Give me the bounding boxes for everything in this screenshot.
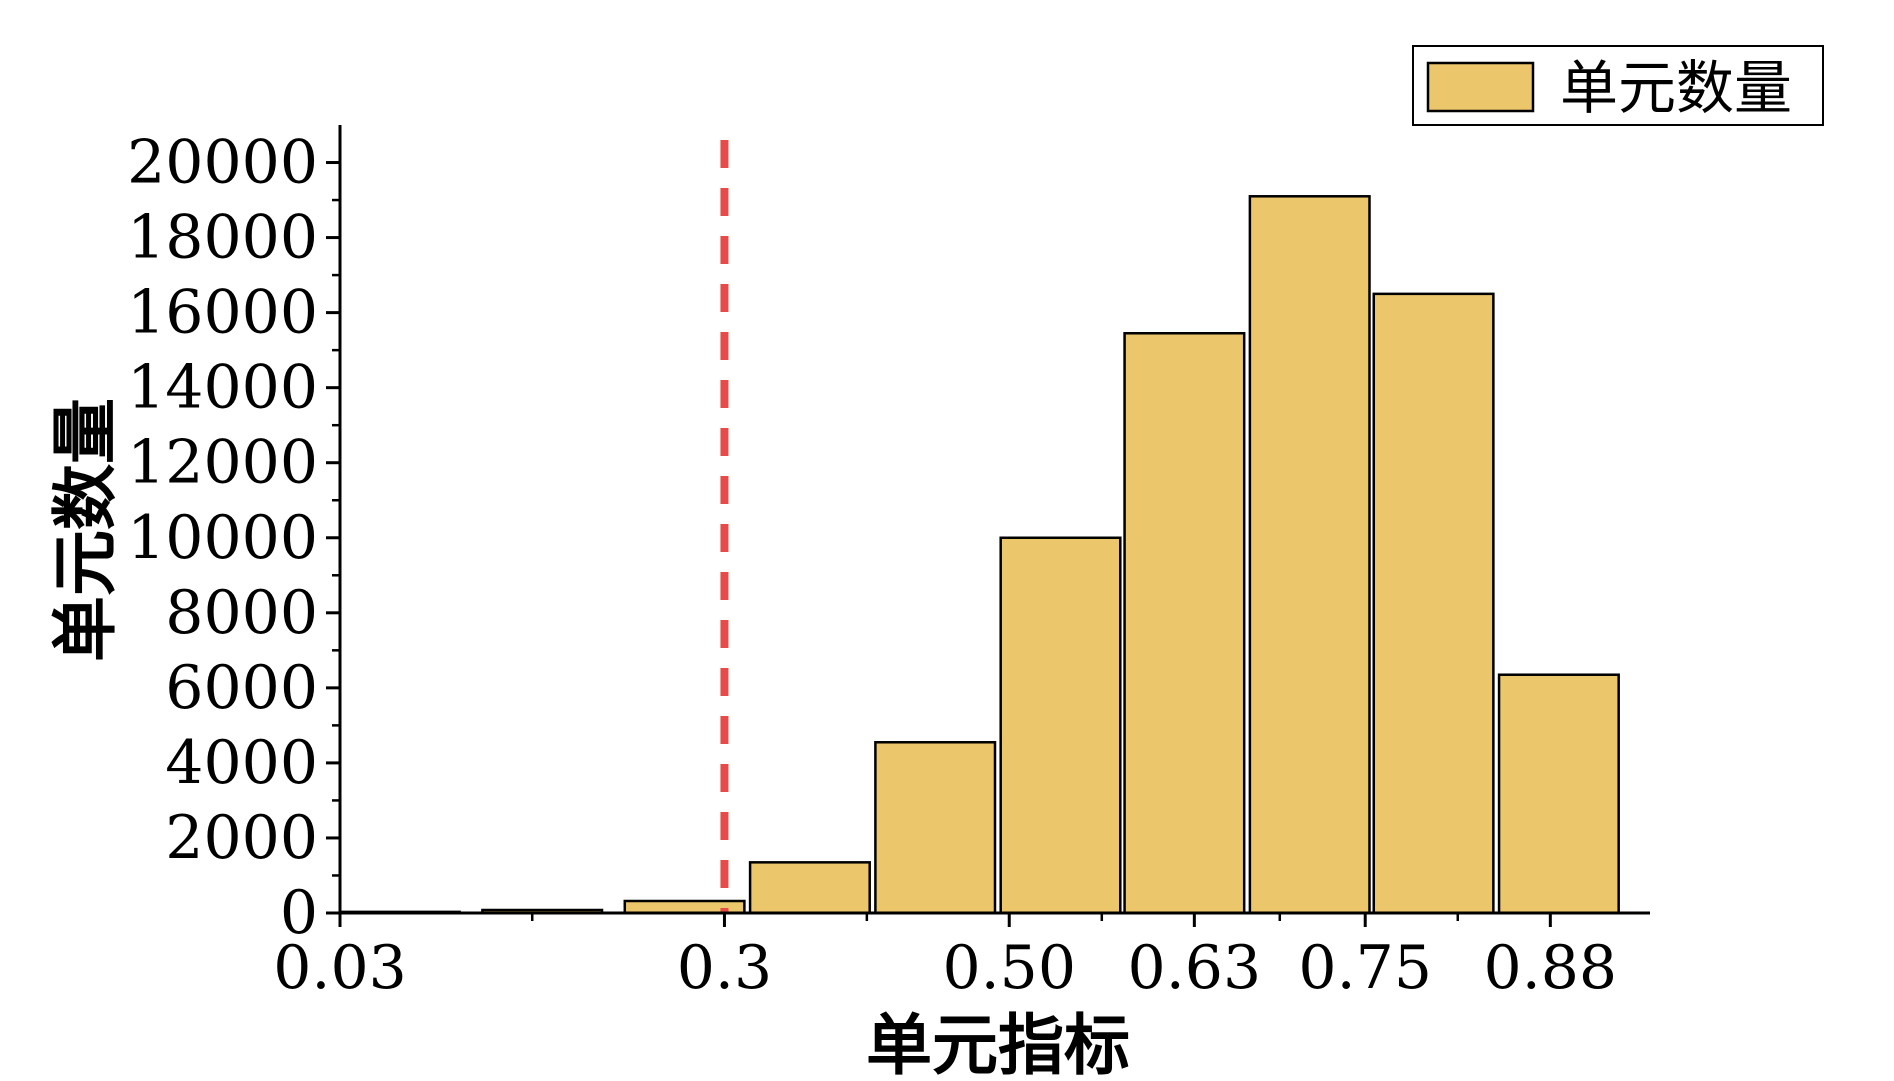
bar-7	[1248, 195, 1371, 915]
x-axis: 0.03 0.3 0.50 0.63 0.75 0.88	[273, 911, 1650, 1003]
y-tick-label: 10000	[127, 503, 318, 573]
x-axis-title: 单元指标	[866, 1007, 1130, 1081]
y-tick-label: 18000	[127, 203, 318, 273]
y-tick-label: 8000	[165, 578, 318, 648]
legend-swatch	[1426, 61, 1535, 113]
x-tick-label: 0.50	[942, 933, 1076, 1003]
x-tick-label: 0.63	[1128, 933, 1262, 1003]
bars-group	[338, 195, 1620, 915]
bar-5	[999, 536, 1122, 915]
y-tick-label: 12000	[127, 428, 318, 498]
bar-9	[1497, 673, 1620, 915]
y-tick-label: 16000	[127, 278, 318, 348]
y-tick-label: 4000	[165, 728, 318, 798]
y-axis: 0200040006000800010000120001400016000180…	[127, 125, 342, 948]
bar-6	[1123, 332, 1246, 915]
x-tick-label: 0.3	[677, 933, 772, 1003]
x-tick-label: 0.75	[1298, 933, 1432, 1003]
bar-8	[1372, 292, 1495, 915]
y-tick-label: 0	[280, 878, 318, 948]
y-tick-label: 2000	[165, 803, 318, 873]
legend: 单元数量	[1412, 45, 1824, 126]
y-tick-label: 6000	[165, 653, 318, 723]
x-tick-label: 0.03	[273, 933, 407, 1003]
y-tick-label: 14000	[127, 353, 318, 423]
bar-4	[874, 741, 997, 915]
y-axis-title: 单元数量	[47, 398, 124, 662]
x-tick-label: 0.88	[1484, 933, 1618, 1003]
legend-label: 单元数量	[1560, 54, 1792, 122]
y-tick-label: 20000	[127, 128, 318, 198]
bar-3	[748, 861, 871, 915]
